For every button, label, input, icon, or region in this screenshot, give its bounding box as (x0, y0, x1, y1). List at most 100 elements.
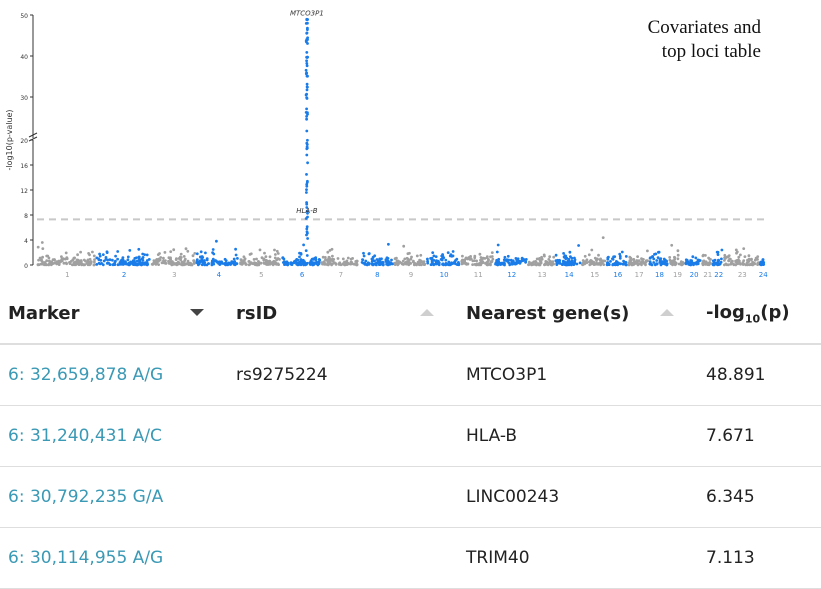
data-point (184, 247, 188, 251)
data-point (376, 261, 380, 264)
peak-point (304, 93, 308, 97)
data-point (606, 257, 610, 261)
data-point (273, 256, 277, 260)
data-point (268, 255, 272, 259)
x-tick-label: 6 (300, 271, 305, 279)
sort-desc-icon[interactable] (190, 309, 204, 316)
data-point (742, 247, 746, 251)
data-point (259, 261, 263, 265)
data-point (490, 251, 494, 255)
data-point (281, 256, 285, 260)
x-tick-label: 17 (635, 271, 644, 279)
marker-link[interactable]: 6: 30,792,235 G/A (0, 466, 228, 528)
data-point (453, 261, 456, 264)
data-point (393, 257, 397, 261)
header-logp[interactable]: -log10(p) (698, 284, 821, 345)
data-point (568, 260, 572, 264)
peak-point (305, 227, 309, 231)
data-point (311, 257, 315, 261)
data-point (632, 258, 636, 261)
data-point (274, 253, 277, 256)
sort-asc-icon[interactable] (660, 309, 674, 316)
data-point (244, 263, 248, 266)
data-point (233, 260, 237, 263)
data-point (92, 254, 96, 258)
data-point (141, 257, 144, 260)
data-point (490, 255, 494, 258)
header-rsid-label: rsID (236, 303, 278, 324)
data-point (431, 262, 435, 266)
data-point (426, 257, 429, 261)
data-point (471, 263, 474, 266)
data-point (75, 258, 79, 262)
peak-point (305, 201, 308, 204)
x-tick-label: 4 (217, 271, 222, 279)
data-point (56, 261, 60, 265)
data-point (126, 258, 130, 262)
data-point (607, 255, 610, 259)
data-point (116, 250, 120, 253)
header-rsid[interactable]: rsID (228, 284, 458, 345)
data-point (126, 255, 130, 259)
marker-link[interactable]: 6: 31,240,431 A/C (0, 405, 228, 467)
marker-link[interactable]: 6: 32,659,878 A/G (0, 344, 228, 406)
data-point (216, 260, 219, 264)
data-point (535, 257, 539, 261)
data-point (193, 261, 197, 265)
peak-point (306, 112, 309, 116)
data-point (475, 259, 478, 263)
table-row: 6: 30,792,235 G/A LINC00243 6.345 (0, 466, 821, 528)
peak-point (305, 173, 308, 176)
data-point (60, 255, 63, 258)
data-point (637, 259, 641, 262)
data-point (65, 256, 69, 259)
data-point (164, 262, 168, 265)
x-tick-label: 23 (738, 271, 747, 279)
data-point (464, 262, 468, 266)
data-point (464, 257, 468, 260)
data-point (49, 263, 53, 267)
x-tick-label: 22 (714, 271, 723, 279)
data-point (627, 263, 631, 267)
rsid-cell: rs9275224 (228, 344, 458, 406)
marker-link[interactable]: 6: 30,114,955 A/G (0, 527, 228, 589)
data-point (62, 261, 66, 265)
data-point (153, 262, 156, 265)
data-point (147, 258, 151, 261)
data-point (205, 257, 209, 261)
peak-point (305, 225, 309, 229)
data-point (568, 263, 572, 266)
data-point (137, 247, 141, 251)
data-point (234, 247, 238, 251)
peak-point (305, 96, 309, 99)
data-point (243, 258, 246, 262)
data-point (676, 253, 680, 257)
x-tick-label: 9 (409, 271, 413, 279)
data-point (418, 261, 422, 265)
table-row: 6: 31,240,431 A/C HLA-B 7.671 (0, 405, 821, 467)
y-tick-label: 20 (20, 138, 28, 145)
x-tick-label: 8 (375, 271, 379, 279)
data-point (162, 260, 166, 264)
data-point (179, 252, 183, 256)
data-point (178, 255, 182, 259)
data-point (753, 258, 757, 262)
data-point (734, 263, 738, 267)
peak-point (305, 184, 309, 188)
data-point (79, 250, 82, 254)
sort-asc-icon[interactable] (420, 309, 434, 316)
data-point (717, 259, 721, 262)
data-point (370, 260, 374, 263)
data-point (697, 258, 701, 262)
data-point (558, 259, 562, 263)
header-gene[interactable]: Nearest gene(s) (458, 284, 698, 345)
data-point (93, 258, 96, 262)
peak-point (305, 206, 309, 209)
data-point (756, 261, 760, 265)
data-point (74, 260, 77, 264)
data-point (393, 261, 397, 265)
header-marker[interactable]: Marker (0, 284, 228, 345)
data-point (644, 261, 647, 264)
data-point (671, 260, 674, 263)
data-point (186, 249, 190, 253)
